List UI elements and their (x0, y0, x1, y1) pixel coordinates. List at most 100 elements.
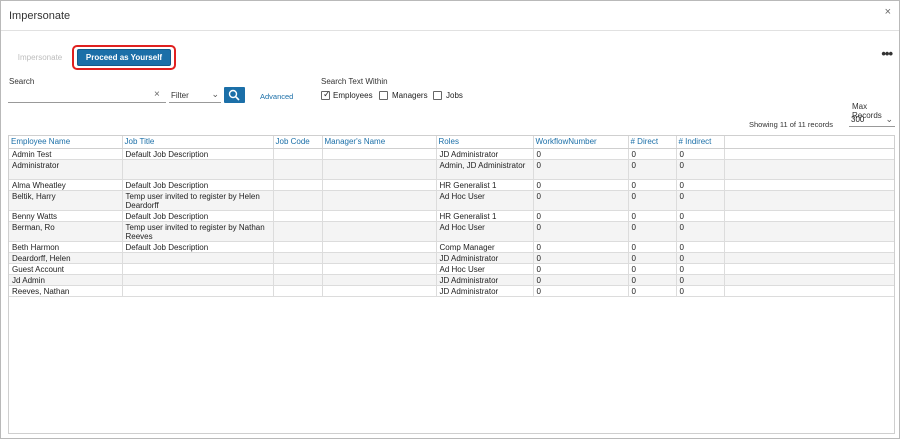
managers-checkbox-label: Managers (392, 91, 428, 100)
clear-search-icon[interactable]: × (154, 89, 160, 100)
table-cell (122, 159, 274, 180)
table-cell: 0 (676, 285, 725, 297)
table-row[interactable]: Admin Test Default Job Description JD Admi… (9, 148, 894, 160)
table-row[interactable]: Administrator Admin, JD Administrator 0 0 0 (9, 159, 894, 180)
max-records-dropdown[interactable]: 300 ⌄ (849, 113, 895, 127)
table-row[interactable]: Berman, Ro Temp user invited to register … (9, 221, 894, 242)
dialog-title: Impersonate (9, 10, 71, 22)
table-cell: Benny Watts (9, 210, 123, 222)
chevron-down-icon: ⌄ (885, 114, 893, 124)
table-row[interactable]: Alma Wheatley Default Job Description HR G… (9, 179, 894, 191)
table-cell: Comp Manager (436, 241, 534, 253)
table-cell: 0 (628, 285, 677, 297)
table-cell: 0 (676, 263, 725, 275)
table-cell: 0 (533, 241, 629, 253)
table-cell: 0 (628, 221, 677, 242)
column-header-filler (724, 136, 894, 149)
search-button[interactable] (224, 87, 245, 103)
table-cell (322, 263, 437, 275)
table-cell: Default Job Description (122, 179, 274, 191)
table-cell (724, 179, 894, 191)
table-cell: Default Job Description (122, 241, 274, 253)
filter-dropdown[interactable]: Filter ⌄ (169, 88, 221, 103)
table-cell: 0 (676, 159, 725, 180)
table-cell (322, 285, 437, 297)
table-cell: Temp user invited to register by Helen D… (122, 190, 274, 211)
table-cell: Admin, JD Administrator (436, 159, 534, 180)
table-cell: Beth Harmon (9, 241, 123, 253)
table-cell: 0 (628, 263, 677, 275)
employees-checkbox-label: Employees (333, 91, 373, 100)
table-cell: Beltik, Harry (9, 190, 123, 211)
table-cell (322, 241, 437, 253)
table-cell: 0 (533, 148, 629, 160)
table-cell: 0 (533, 159, 629, 180)
records-count: Showing 11 of 11 records (749, 120, 833, 129)
table-row[interactable]: Beltik, Harry Temp user invited to regist… (9, 190, 894, 211)
table-row[interactable]: Beth Harmon Default Job Description Comp M… (9, 241, 894, 253)
table-header-row: Employee Name Job Title Job Code Manager… (9, 136, 894, 149)
table-cell: JD Administrator (436, 274, 534, 286)
table-cell: Berman, Ro (9, 221, 123, 242)
table-cell: 0 (533, 179, 629, 191)
close-icon[interactable]: × (884, 6, 891, 18)
table-cell: 0 (676, 190, 725, 211)
table-cell: 0 (533, 252, 629, 264)
employee-table: Employee Name Job Title Job Code Manager… (9, 136, 894, 297)
column-header-roles[interactable]: Roles (436, 136, 534, 149)
table-cell (273, 190, 323, 211)
impersonate-button[interactable]: Impersonate (9, 50, 71, 66)
table-cell (724, 221, 894, 242)
table-cell (724, 148, 894, 160)
jobs-checkbox-label: Jobs (446, 91, 463, 100)
table-cell: 0 (628, 241, 677, 253)
column-header-job-code[interactable]: Job Code (273, 136, 323, 149)
table-cell: 0 (676, 252, 725, 264)
table-row[interactable]: Reeves, Nathan JD Administrator 0 0 0 (9, 285, 894, 297)
table-cell: 0 (628, 252, 677, 264)
column-header-employee-name[interactable]: Employee Name (9, 136, 123, 149)
table-row[interactable]: Guest Account Ad Hoc User 0 0 0 (9, 263, 894, 275)
proceed-as-yourself-button[interactable]: Proceed as Yourself (77, 49, 171, 66)
more-options-icon[interactable]: ••• (881, 46, 893, 61)
table-cell: JD Administrator (436, 252, 534, 264)
column-header-managers-name[interactable]: Manager's Name (322, 136, 437, 149)
checkmark-icon: ✓ (323, 89, 331, 99)
column-header-job-title[interactable]: Job Title (122, 136, 274, 149)
table-cell (724, 263, 894, 275)
table-cell: HR Generalist 1 (436, 210, 534, 222)
table-cell: 0 (533, 274, 629, 286)
search-input[interactable] (8, 88, 166, 103)
table-cell: Ad Hoc User (436, 263, 534, 275)
table-cell (273, 159, 323, 180)
table-cell (322, 221, 437, 242)
column-header-indirect[interactable]: # Indirect (676, 136, 725, 149)
advanced-search-link[interactable]: Advanced (260, 92, 294, 101)
employees-checkbox[interactable]: ✓ (321, 89, 331, 100)
table-cell (724, 252, 894, 264)
search-icon (228, 89, 240, 101)
managers-checkbox[interactable] (379, 91, 388, 100)
table-row[interactable]: Benny Watts Default Job Description HR Gen… (9, 210, 894, 222)
table-cell: 0 (533, 221, 629, 242)
table-cell: Default Job Description (122, 148, 274, 160)
table-cell: 0 (676, 179, 725, 191)
jobs-checkbox[interactable] (433, 91, 442, 100)
table-row[interactable]: Deardorff, Helen JD Administrator 0 0 0 (9, 252, 894, 264)
table-cell (322, 274, 437, 286)
table-cell: HR Generalist 1 (436, 179, 534, 191)
table-cell: 0 (676, 241, 725, 253)
table-cell (724, 274, 894, 286)
table-cell (122, 285, 274, 297)
table-cell (273, 210, 323, 222)
table-cell (273, 252, 323, 264)
column-header-workflow-number[interactable]: WorkflowNumber (533, 136, 629, 149)
table-cell: 0 (628, 148, 677, 160)
table-cell (322, 252, 437, 264)
table-cell (724, 210, 894, 222)
table-row[interactable]: Jd Admin JD Administrator 0 0 0 (9, 274, 894, 286)
table-cell (724, 241, 894, 253)
table-cell (273, 274, 323, 286)
column-header-direct[interactable]: # Direct (628, 136, 677, 149)
max-records-value: 300 (851, 115, 865, 124)
